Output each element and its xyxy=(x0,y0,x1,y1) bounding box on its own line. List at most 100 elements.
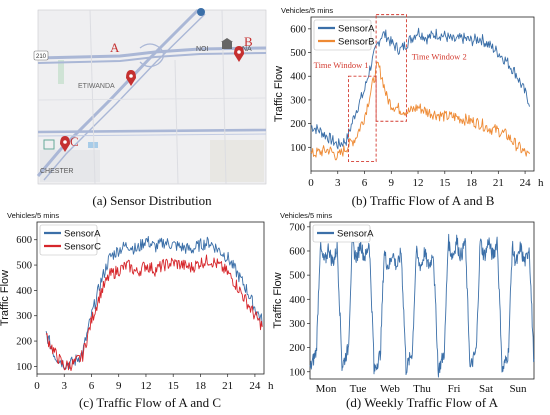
legend-box xyxy=(312,224,371,243)
sensor-a-pin-icon xyxy=(126,70,136,86)
y-tick-label: 200 xyxy=(290,119,306,130)
x-tick-label: 18 xyxy=(195,380,207,392)
building-icon xyxy=(221,38,233,49)
series-line-sensora xyxy=(309,233,535,378)
map-label-chester: CHESTER xyxy=(40,168,73,175)
x-tick-label: Tue xyxy=(350,383,367,395)
x-tick-label: 0 xyxy=(34,380,40,392)
y-tick-label: 400 xyxy=(290,72,306,83)
x-tick-label: 6 xyxy=(89,380,95,392)
y-tick-label: 300 xyxy=(289,319,305,330)
x-tick-label: 21 xyxy=(222,380,233,392)
chart-panel-d: 100 200 300 400 500 600 700 Mon Tue Web Thu Fri Sat S… xyxy=(272,211,535,410)
x-tick-label: 3 xyxy=(335,177,341,189)
x-tick-label: 6 xyxy=(362,177,368,189)
chart-caption: (c) Traffic Flow of A and C xyxy=(79,395,221,410)
caption-a: (a) Sensor Distribution xyxy=(92,193,212,208)
legend-label: SensorA xyxy=(337,229,374,240)
x-tick-label: Web xyxy=(380,383,400,395)
series-line-sensorb xyxy=(310,61,530,161)
map-block xyxy=(210,140,264,182)
y-tick-label: 600 xyxy=(290,24,306,35)
legend-label: SensorB xyxy=(338,37,374,48)
cross-street xyxy=(37,128,267,134)
y-axis-label: Traffic Flow xyxy=(272,272,284,328)
legend: SensorA xyxy=(312,224,374,243)
plot-frame xyxy=(36,221,265,375)
sensor-b-pin-icon xyxy=(234,46,244,62)
map-label-etiwanda: ETIWANDA xyxy=(78,83,115,90)
y-tick-label: 600 xyxy=(16,235,32,246)
x-tick-label: 12 xyxy=(413,177,424,189)
map-panel: 210 ETIWANDA NOI NA CHESTER A B C (a xyxy=(33,8,267,208)
plot-frame xyxy=(309,221,535,380)
y-tick-label: 200 xyxy=(289,343,305,354)
x-axis-label: h xyxy=(268,380,274,392)
cross-street-lane xyxy=(37,133,267,137)
store-icon xyxy=(43,139,55,150)
y-tick-label: 300 xyxy=(290,95,306,106)
time-window-1-label: Time Window 1 xyxy=(314,60,369,70)
interstate-lane xyxy=(43,13,206,181)
chart-panel-c: 100 200 300 400 500 600 0 3 6 9 12 15 18 21 24 h Traffic… xyxy=(0,211,274,410)
x-tick-label: 18 xyxy=(466,177,478,189)
chart-caption: (b) Traffic Flow of A and B xyxy=(352,193,495,208)
x-tick-label: 9 xyxy=(116,380,122,392)
map-water xyxy=(88,142,98,148)
x-tick-label: 15 xyxy=(439,177,451,189)
x-tick-label: Mon xyxy=(316,383,337,395)
y-axis-label: Traffic Flow xyxy=(0,270,11,326)
local-street xyxy=(174,59,179,185)
y-tick-label: 500 xyxy=(16,261,32,272)
y-tick-label: 100 xyxy=(289,367,305,378)
x-tick-label: 24 xyxy=(249,380,261,392)
local-street xyxy=(37,97,267,101)
x-tick-label: Fri xyxy=(448,383,461,395)
y-tick-label: 500 xyxy=(289,271,305,282)
map-label-noi: NOI xyxy=(196,46,209,53)
x-tick-label: 3 xyxy=(61,380,67,392)
x-tick-label: 15 xyxy=(168,380,180,392)
y-tick-label: 700 xyxy=(289,222,305,233)
interstate-shield-icon xyxy=(197,8,205,16)
series-line-sensorc xyxy=(45,254,263,372)
legend-label: SensorA xyxy=(338,24,375,35)
y-tick-label: 100 xyxy=(290,143,306,154)
series-line-sensora xyxy=(310,27,530,150)
local-street xyxy=(89,9,96,185)
legend-label: SensorA xyxy=(64,229,101,240)
y-tick-label: 600 xyxy=(289,246,305,257)
legend: SensorA SensorC xyxy=(39,224,101,256)
legend: SensorA SensorB xyxy=(313,19,375,51)
map-park xyxy=(58,60,64,84)
highway-shield-icon: 210 xyxy=(33,50,49,61)
y-tick-label: 300 xyxy=(16,311,32,322)
local-street xyxy=(221,9,227,185)
time-window-2-label: Time Window 2 xyxy=(412,52,467,62)
x-tick-label: Thu xyxy=(413,383,431,395)
chart-caption: (d) Weekly Traffic Flow of A xyxy=(346,395,499,410)
y-axis-label: Traffic Flow xyxy=(273,66,285,122)
highway-210-lane xyxy=(37,52,267,64)
interchange xyxy=(139,43,165,68)
interstate xyxy=(36,8,200,177)
time-window-2-box xyxy=(375,14,407,122)
x-tick-label: 12 xyxy=(140,380,151,392)
y-tick-label: 200 xyxy=(16,337,32,348)
chart-panel-b: 100 200 300 400 500 600 0 3 6 9 12 15 18 21 24 h Traffic… xyxy=(273,6,544,208)
unit-label: Vehicles/5 mins xyxy=(7,211,59,220)
sensor-c-label: C xyxy=(70,134,79,149)
sensor-c-pin-icon xyxy=(60,136,70,152)
time-window-1-box xyxy=(348,75,377,162)
sensor-b-label: B xyxy=(244,34,253,49)
unit-label: Vehicles/5 mins xyxy=(281,6,333,15)
legend-label: SensorC xyxy=(64,242,101,253)
map-block xyxy=(40,150,100,182)
x-tick-label: 21 xyxy=(493,177,504,189)
y-tick-label: 400 xyxy=(16,286,32,297)
x-tick-label: 9 xyxy=(389,177,395,189)
x-tick-label: Sat xyxy=(479,383,493,395)
x-tick-label: 0 xyxy=(308,177,314,189)
sensor-a-label: A xyxy=(110,40,120,55)
series-line-sensora xyxy=(45,235,263,370)
